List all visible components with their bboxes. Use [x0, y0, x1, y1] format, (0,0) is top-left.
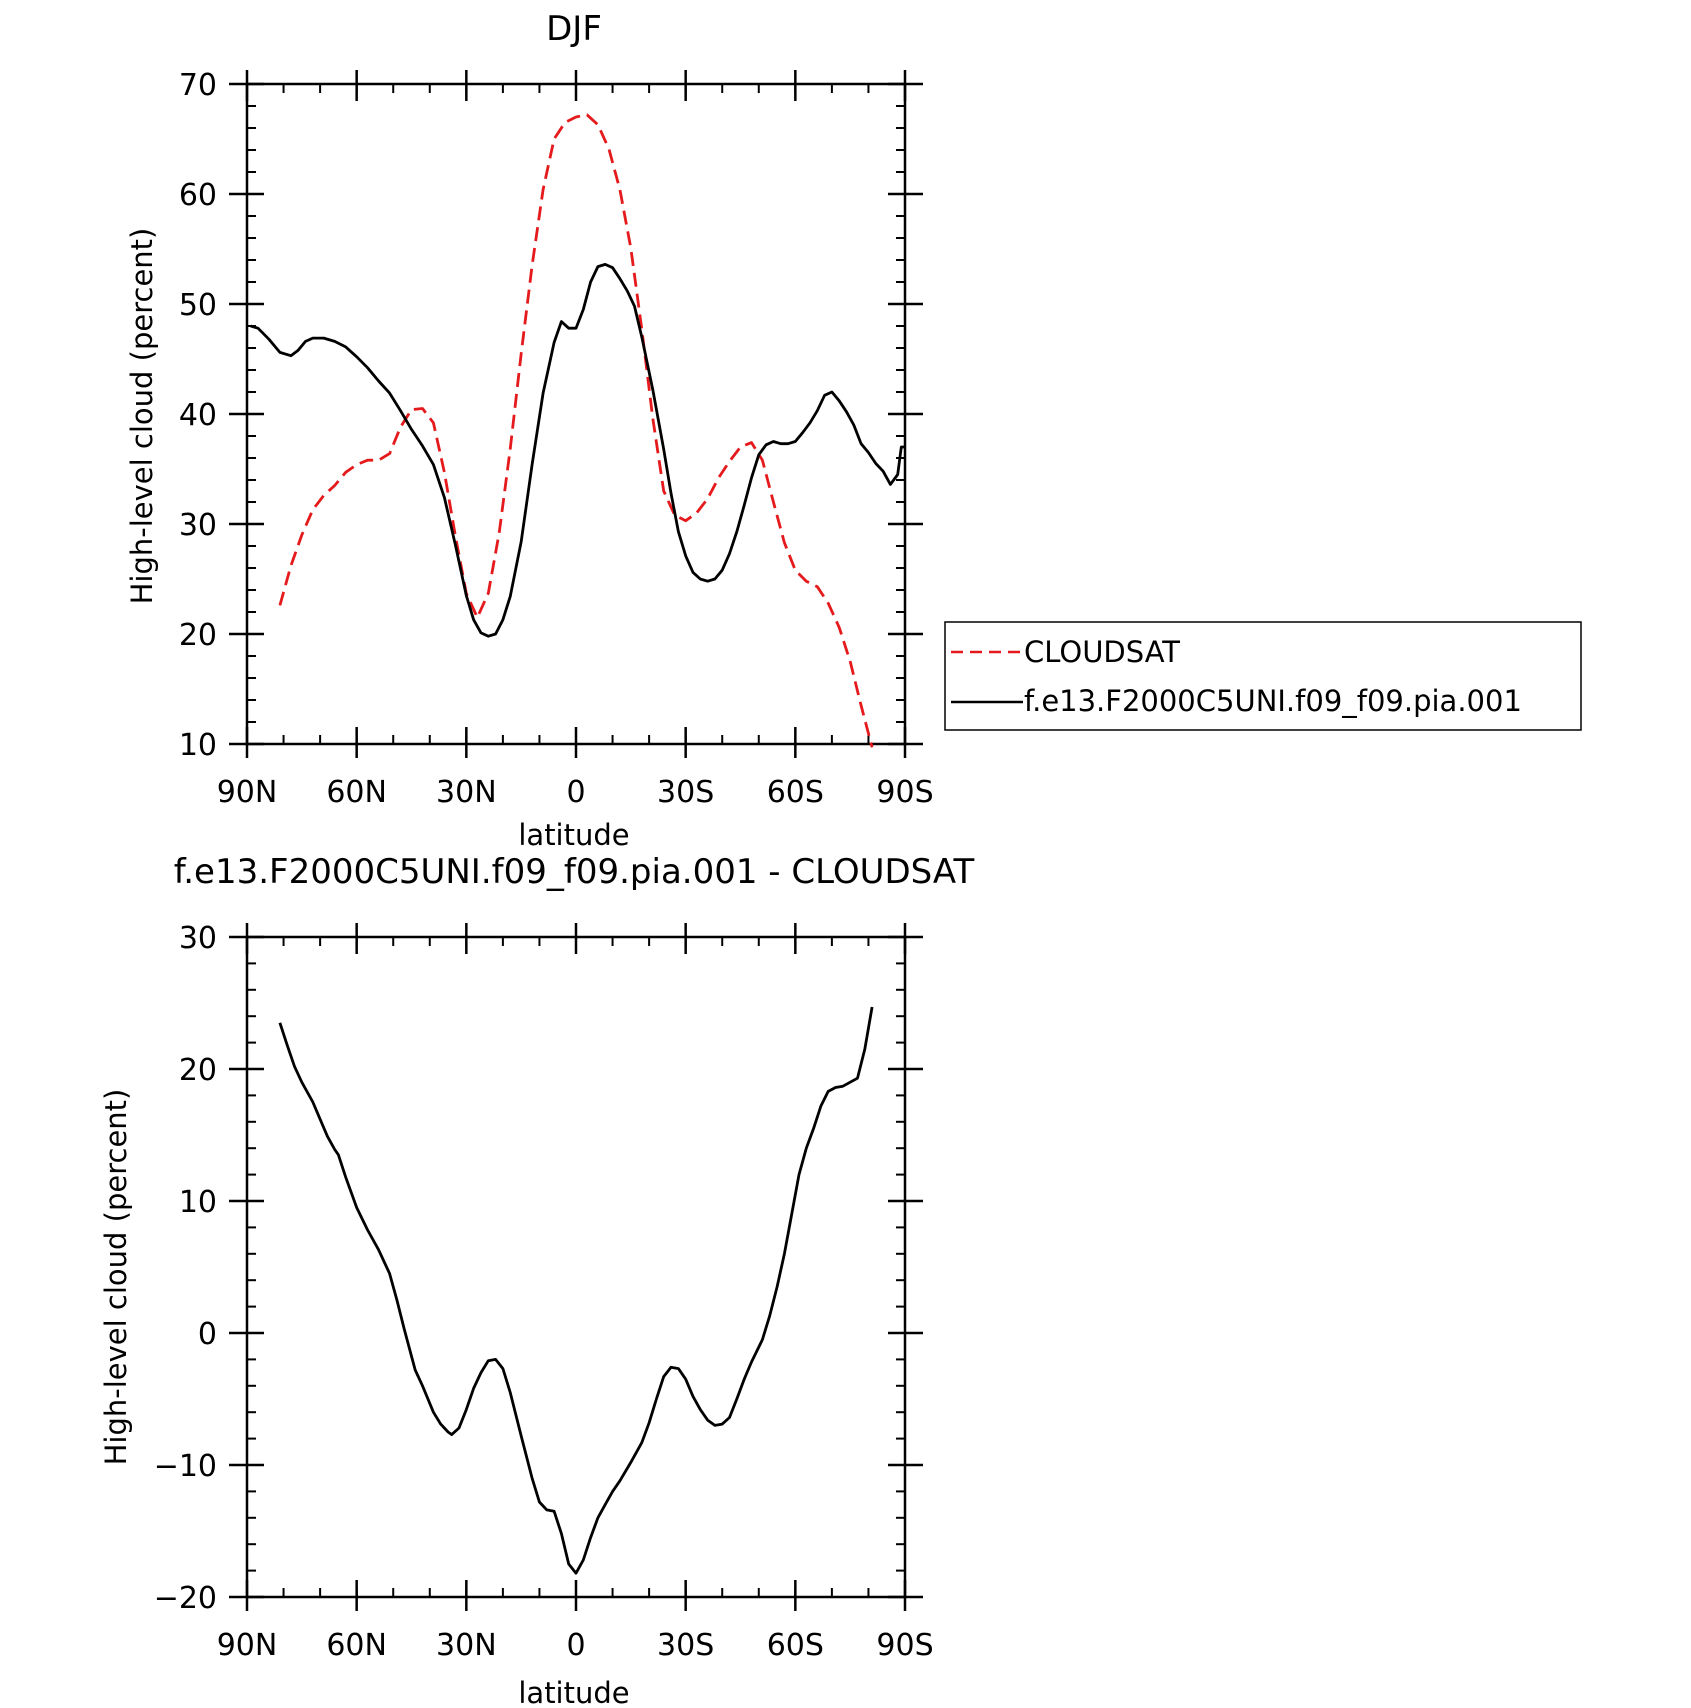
top-x-tick-label: 30S: [657, 775, 714, 810]
top-chart-title: DJF: [546, 9, 602, 49]
top-y-tick-label: 70: [179, 68, 217, 103]
bottom-y-axis-title: High-level cloud (percent): [99, 1089, 133, 1466]
top-y-tick-label: 40: [179, 398, 217, 433]
bottom-y-tick-label: 0: [198, 1317, 217, 1352]
legend-label-model: f.e13.F2000C5UNI.f09_f09.pia.001: [1024, 684, 1522, 718]
bottom-series-lines: [278, 1006, 874, 1575]
bottom-series-line-0: [278, 1006, 874, 1575]
bottom-plot-frame: [229, 923, 923, 1611]
top-y-tick-label: 60: [179, 178, 217, 213]
bottom-y-tick-labels: −20 −10 0 10 20 30: [154, 921, 217, 1616]
top-series-lines: [250, 113, 905, 748]
bottom-y-tick-label: −20: [154, 1581, 217, 1616]
bottom-panel: f.e13.F2000C5UNI.f09_f09.pia.001 - CLOUD…: [99, 852, 974, 1708]
legend-label-cloudsat: CLOUDSAT: [1024, 635, 1180, 669]
bottom-x-tick-label: 0: [566, 1628, 585, 1663]
bottom-y-tick-label: 10: [179, 1185, 217, 1220]
bottom-y-tick-label: 30: [179, 921, 217, 956]
bottom-y-tick-label: −10: [154, 1449, 217, 1484]
bottom-x-tick-label: 90N: [217, 1628, 278, 1663]
bottom-x-tick-labels: 90N 60N 30N 0 30S 60S 90S: [217, 1628, 934, 1663]
top-y-tick-label: 30: [179, 508, 217, 543]
top-panel: DJF 90N 60N 30N 0 30S 60S 90S 10 20 30 40 50 60 70 l…: [125, 9, 1582, 852]
bottom-y-tick-label: 20: [179, 1053, 217, 1088]
bottom-chart-title: f.e13.F2000C5UNI.f09_f09.pia.001 - CLOUD…: [174, 852, 975, 892]
top-y-tick-label: 50: [179, 288, 217, 323]
top-y-tick-labels: 10 20 30 40 50 60 70: [179, 68, 217, 763]
top-legend: CLOUDSAT f.e13.F2000C5UNI.f09_f09.pia.00…: [944, 621, 1582, 731]
top-series-line-f-e13-f2000c5uni-f09-f09-pia-001: [250, 263, 905, 638]
top-x-tick-label: 60N: [326, 775, 387, 810]
bottom-x-tick-label: 60N: [326, 1628, 387, 1663]
bottom-x-tick-label: 90S: [876, 1628, 933, 1663]
legend-box: [944, 621, 1582, 731]
bottom-x-tick-label: 60S: [767, 1628, 824, 1663]
top-x-axis-title: latitude: [518, 818, 629, 852]
top-x-tick-label: 90S: [876, 775, 933, 810]
top-y-axis-title: High-level cloud (percent): [125, 228, 159, 605]
top-plot-frame: [229, 70, 923, 758]
top-x-tick-label: 90N: [217, 775, 278, 810]
bottom-x-axis-title: latitude: [518, 1676, 629, 1708]
bottom-x-tick-label: 30S: [657, 1628, 714, 1663]
bottom-x-tick-label: 30N: [436, 1628, 497, 1663]
top-x-tick-label: 30N: [436, 775, 497, 810]
top-y-tick-label: 20: [179, 618, 217, 653]
top-x-tick-labels: 90N 60N 30N 0 30S 60S 90S: [217, 775, 934, 810]
top-x-tick-label: 60S: [767, 775, 824, 810]
top-x-tick-label: 0: [566, 775, 585, 810]
top-y-tick-label: 10: [179, 728, 217, 763]
top-series-line-cloudsat: [278, 113, 874, 748]
